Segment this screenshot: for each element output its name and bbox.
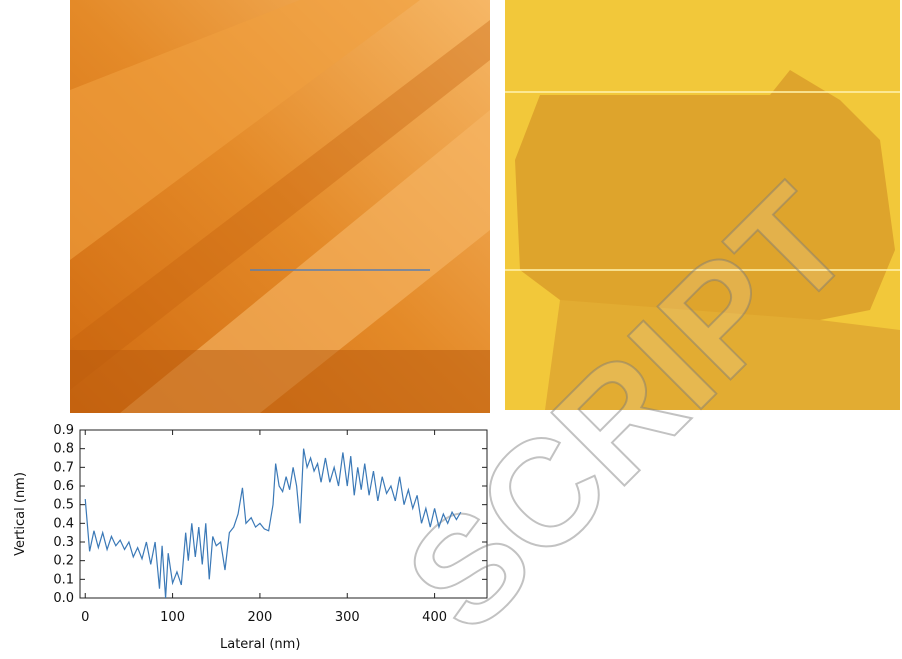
figure: Lateral (nm) Vertical (nm) SCRIPT 0.00.1… [0,0,902,655]
y-tick-label: 0.6 [53,479,74,494]
y-tick-label: 0.1 [53,572,74,587]
x-tick-label: 0 [81,610,89,625]
y-axis-label: Vertical (nm) [13,472,28,556]
y-tick-label: 0.9 [53,423,74,438]
x-tick-label: 300 [335,610,360,625]
y-tick-label: 0.7 [53,460,74,475]
y-tick-label: 0.4 [53,516,74,531]
y-tick-label: 0.2 [53,554,74,569]
y-tick-label: 0.8 [53,442,74,457]
afm-image-left [70,0,490,413]
y-tick-label: 0.3 [53,535,74,550]
y-tick-label: 0.5 [53,498,74,513]
x-tick-label: 400 [422,610,447,625]
x-tick-label: 200 [248,610,273,625]
y-tick-label: 0.0 [53,591,74,606]
x-axis-label: Lateral (nm) [220,637,300,652]
x-tick-label: 100 [160,610,185,625]
